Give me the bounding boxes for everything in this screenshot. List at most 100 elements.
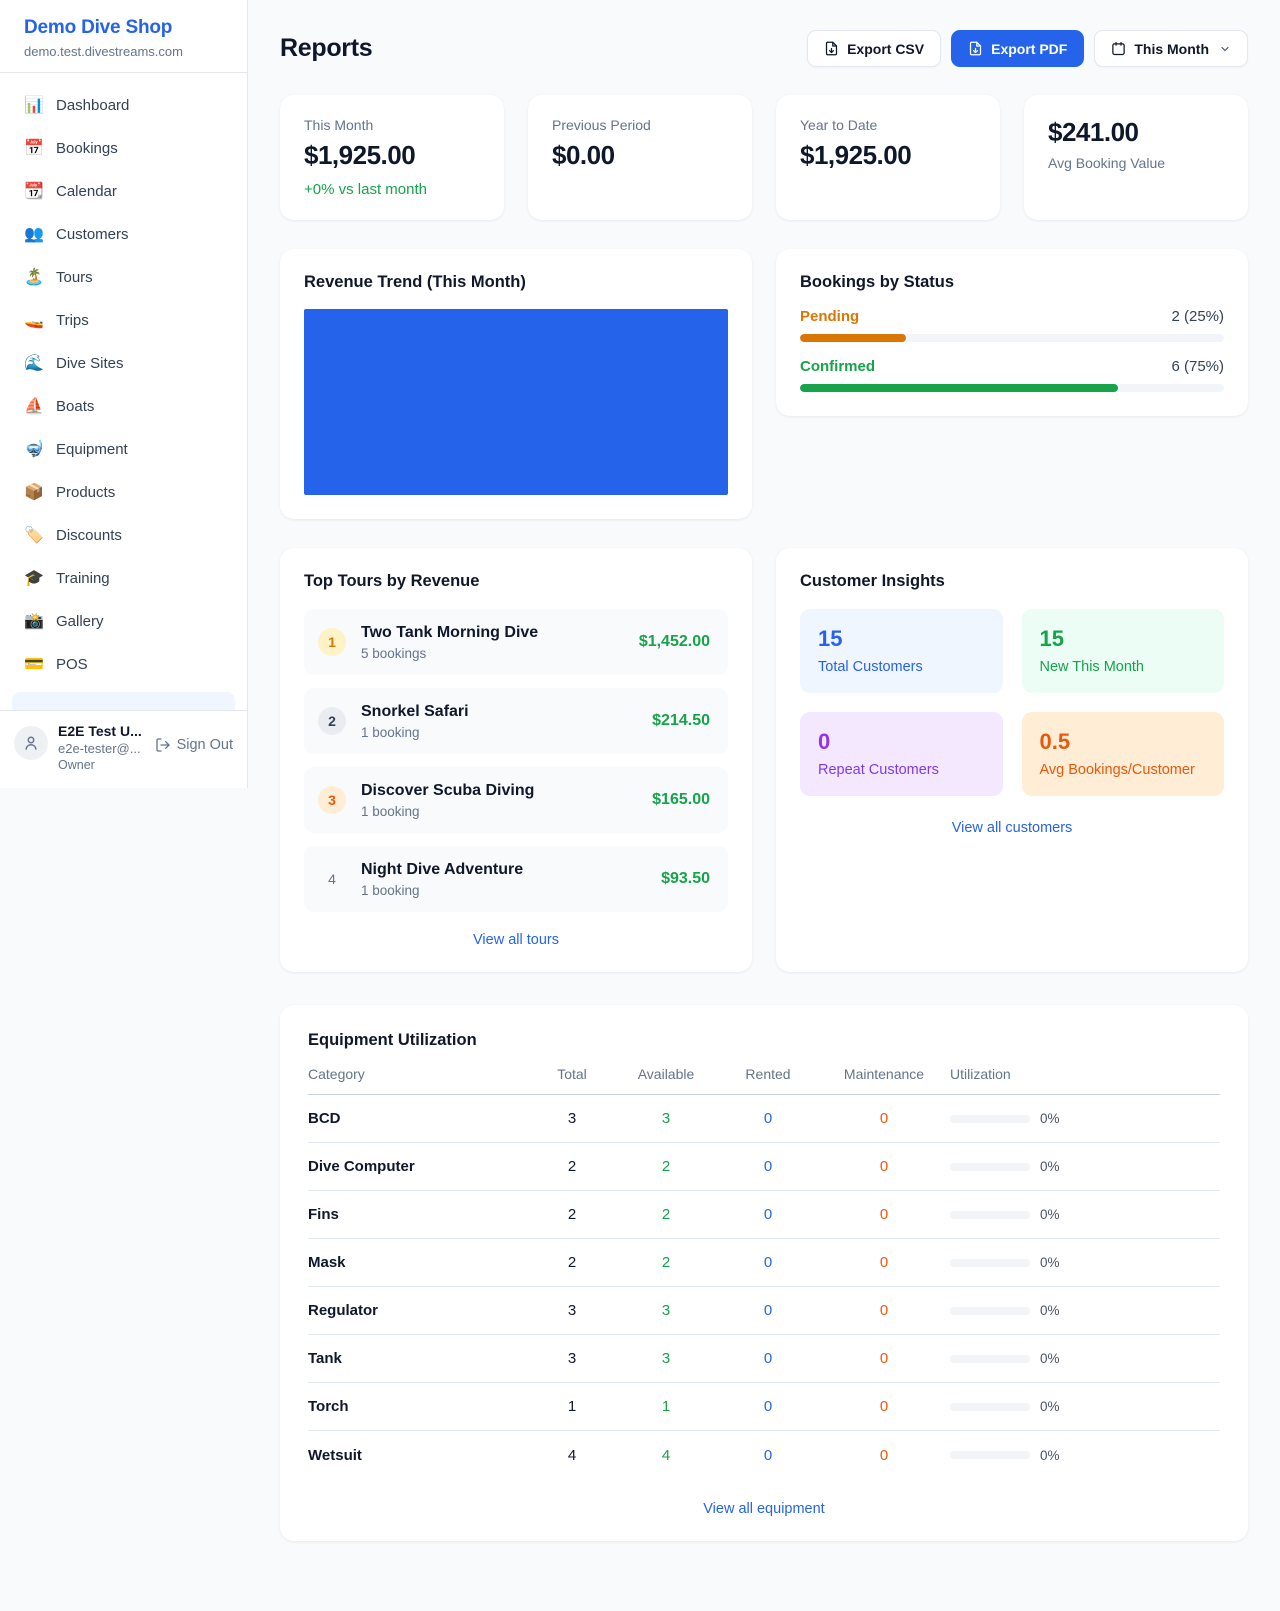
equipment-utilization-card: Equipment Utilization Category Total Ava… xyxy=(280,1005,1248,1541)
equipment-total: 1 xyxy=(530,1383,614,1431)
bookings-by-status-card: Bookings by Status Pending 2 (25%) Confi… xyxy=(776,249,1248,416)
sidebar-item-active-partial[interactable] xyxy=(12,692,235,710)
equipment-total: 3 xyxy=(530,1095,614,1143)
column-header-category: Category xyxy=(308,1050,530,1095)
tour-amount: $93.50 xyxy=(661,870,710,887)
utilization-bar-track xyxy=(950,1354,1030,1363)
tour-row: 3 Discover Scuba Diving 1 booking $165.0… xyxy=(304,767,728,833)
export-pdf-button[interactable]: Export PDF xyxy=(951,30,1085,67)
utilization-label: 0% xyxy=(1040,1159,1060,1174)
sidebar-item-gallery[interactable]: 📸 Gallery xyxy=(12,603,235,639)
stat-label: This Month xyxy=(304,117,374,133)
sidebar-item-label: Training xyxy=(56,569,110,587)
equipment-utilization: 0% xyxy=(950,1095,1220,1143)
calendar-icon: 📆 xyxy=(24,183,44,200)
sidebar-item-dive-sites[interactable]: 🌊 Dive Sites xyxy=(12,345,235,381)
tile-label: Avg Bookings/Customer xyxy=(1039,762,1195,778)
brand-domain: demo.test.divestreams.com xyxy=(24,44,183,59)
revenue-trend-title: Revenue Trend (This Month) xyxy=(304,273,526,291)
stat-value: $0.00 xyxy=(552,140,615,170)
equipment-total: 2 xyxy=(530,1239,614,1287)
equipment-category: Torch xyxy=(308,1383,530,1431)
equipment-available: 1 xyxy=(614,1383,718,1431)
equipment-total: 3 xyxy=(530,1335,614,1383)
sidebar-item-tours[interactable]: 🏝️ Tours xyxy=(12,259,235,295)
sidebar-item-pos[interactable]: 💳 POS xyxy=(12,646,235,682)
sidebar-item-bookings[interactable]: 📅 Bookings xyxy=(12,130,235,166)
equipment-available: 2 xyxy=(614,1239,718,1287)
brand: Demo Dive Shop demo.test.divestreams.com xyxy=(0,0,247,73)
tile-value: 0.5 xyxy=(1039,729,1071,754)
bookings-by-status-title: Bookings by Status xyxy=(800,273,955,291)
equipment-utilization: 0% xyxy=(950,1335,1220,1383)
tour-bookings: 1 booking xyxy=(361,882,420,898)
avatar xyxy=(14,726,48,760)
equipment-utilization: 0% xyxy=(950,1287,1220,1335)
equipment-maintenance: 0 xyxy=(818,1335,950,1383)
period-selector[interactable]: This Month xyxy=(1094,30,1248,67)
utilization-bar-track xyxy=(950,1402,1030,1411)
equipment-rented: 0 xyxy=(718,1239,818,1287)
sidebar-item-label: Boats xyxy=(56,397,95,415)
tour-name: Discover Scuba Diving xyxy=(361,781,535,799)
sidebar-item-training[interactable]: 🎓 Training xyxy=(12,560,235,596)
sidebar-item-label: Products xyxy=(56,483,116,501)
column-header-utilization: Utilization xyxy=(950,1050,1220,1095)
tile-avg-bookings-customer: 0.5 Avg Bookings/Customer xyxy=(1021,712,1224,796)
utilization-label: 0% xyxy=(1040,1303,1060,1318)
equipment-maintenance: 0 xyxy=(879,1446,889,1464)
stat-label: Avg Booking Value xyxy=(1048,155,1166,171)
export-csv-button[interactable]: Export CSV xyxy=(807,30,942,67)
sidebar-item-customers[interactable]: 👥 Customers xyxy=(12,216,235,252)
view-all-customers-link[interactable]: View all customers xyxy=(951,820,1073,836)
status-bar-fill xyxy=(800,334,906,342)
rank-badge: 4 xyxy=(328,871,336,887)
status-bar-track xyxy=(800,384,1224,392)
sidebar-item-products[interactable]: 📦 Products xyxy=(12,474,235,510)
rank-badge: 2 xyxy=(318,707,346,735)
utilization-bar-track xyxy=(950,1306,1030,1315)
stat-value: $1,925.00 xyxy=(800,140,912,170)
rank-badge: 1 xyxy=(318,628,346,656)
sidebar-item-equipment[interactable]: 🤿 Equipment xyxy=(12,431,235,467)
equipment-category: Tank xyxy=(308,1335,530,1383)
equipment-total: 3 xyxy=(530,1287,614,1335)
sidebar-item-dashboard[interactable]: 📊 Dashboard xyxy=(12,87,235,123)
sidebar-item-calendar[interactable]: 📆 Calendar xyxy=(12,173,235,209)
sidebar-item-label: Equipment xyxy=(56,440,128,458)
utilization-label: 0% xyxy=(1040,1447,1060,1463)
view-all-tours-link[interactable]: View all tours xyxy=(473,932,559,948)
stat-value: $241.00 xyxy=(1048,117,1139,147)
user-name: E2E Test U... xyxy=(58,723,142,739)
tour-bookings: 1 booking xyxy=(361,724,420,740)
status-count: 2 (25%) xyxy=(1171,308,1224,325)
equipment-rented: 0 xyxy=(718,1143,818,1191)
sidebar-item-boats[interactable]: ⛵ Boats xyxy=(12,388,235,424)
page-title: Reports xyxy=(280,34,373,62)
camera-icon: 📸 xyxy=(24,613,44,630)
file-export-icon xyxy=(825,41,838,56)
calendar-icon xyxy=(1112,41,1126,56)
sidebar-nav: 📊 Dashboard 📅 Bookings 📆 Calendar 👥 Cust… xyxy=(0,73,247,710)
export-pdf-label: Export PDF xyxy=(991,40,1068,57)
sidebar-item-label: Dive Sites xyxy=(56,354,124,372)
tile-new-this-month: 15 New This Month xyxy=(1021,609,1224,693)
tour-bookings: 1 booking xyxy=(361,803,420,819)
sidebar-item-label: Calendar xyxy=(56,182,117,200)
status-count: 6 (75%) xyxy=(1171,358,1224,375)
stat-card-this-month: This Month $1,925.00 +0% vs last month xyxy=(280,95,504,220)
tour-amount: $165.00 xyxy=(652,791,710,808)
equipment-utilization: 0% xyxy=(950,1383,1220,1431)
equipment-category: Mask xyxy=(308,1239,530,1287)
stat-card-avg-booking-value: $241.00 Avg Booking Value xyxy=(1024,95,1248,220)
view-all-equipment-link[interactable]: View all equipment xyxy=(703,1501,825,1517)
utilization-label: 0% xyxy=(1040,1111,1060,1126)
sign-out-button[interactable]: Sign Out xyxy=(155,737,233,753)
utilization-label: 0% xyxy=(1040,1351,1060,1366)
sidebar-item-discounts[interactable]: 🏷️ Discounts xyxy=(12,517,235,553)
equipment-maintenance: 0 xyxy=(818,1383,950,1431)
sidebar-item-trips[interactable]: 🚤 Trips xyxy=(12,302,235,338)
equipment-category: Dive Computer xyxy=(308,1143,530,1191)
file-export-icon xyxy=(969,41,982,56)
